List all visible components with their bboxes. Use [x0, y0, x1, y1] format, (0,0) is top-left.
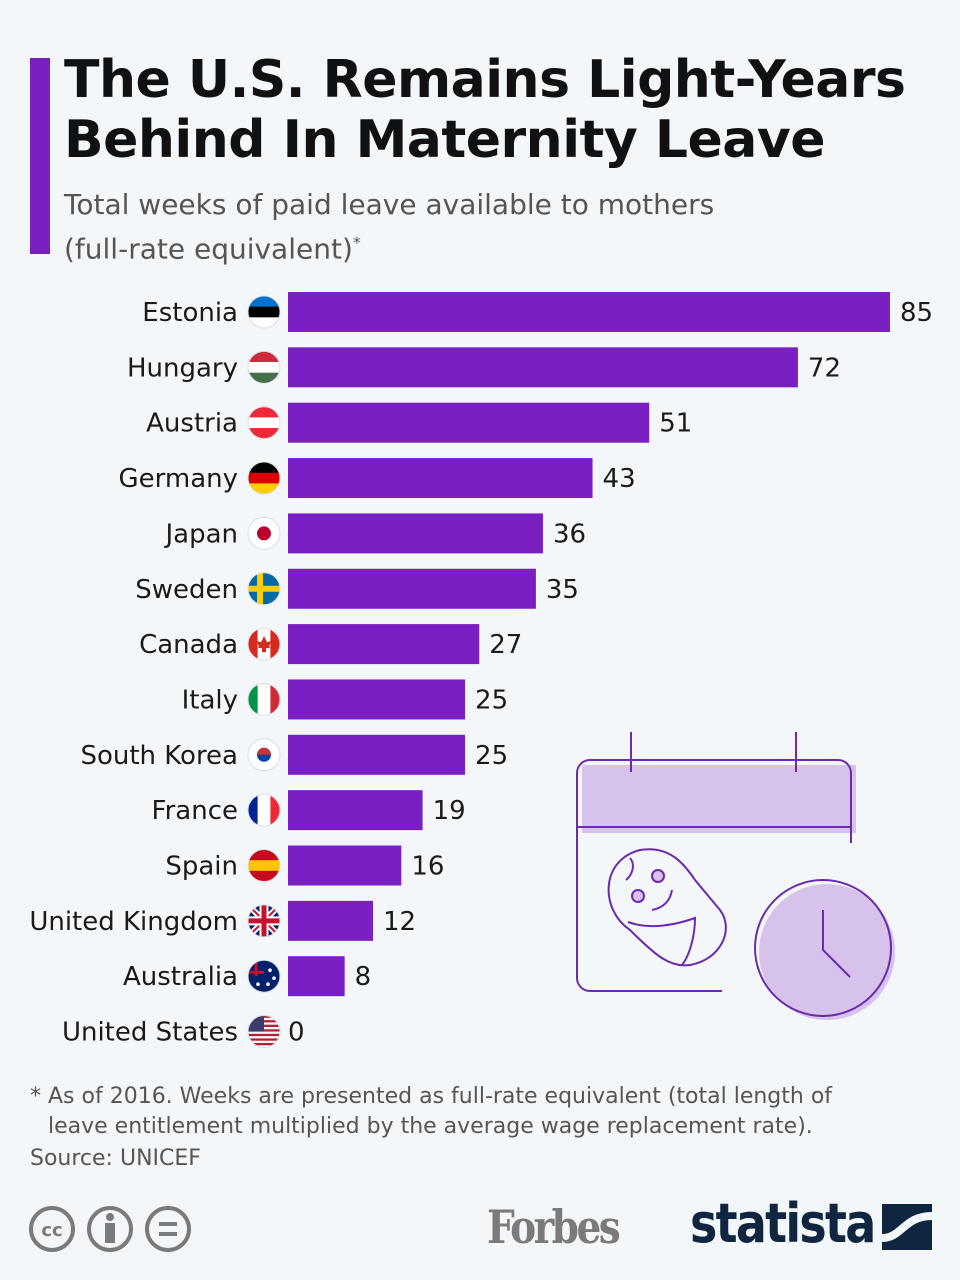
title-accent-bar	[30, 58, 50, 254]
page-title: The U.S. Remains Light-Years Behind In M…	[64, 50, 906, 170]
category-label: Austria	[146, 409, 238, 439]
statista-logo-icon	[882, 1204, 932, 1250]
germany-flag-icon	[247, 461, 281, 495]
bar	[288, 956, 345, 997]
category-label: France	[152, 796, 238, 826]
footnote-line-1: * As of 2016. Weeks are presented as ful…	[30, 1084, 833, 1109]
forbes-logo[interactable]: Forbes	[487, 1200, 621, 1254]
hungary-flag-icon	[247, 350, 281, 384]
subtitle: Total weeks of paid leave available to m…	[64, 186, 714, 268]
france-flag-icon	[247, 793, 281, 827]
value-label: 36	[553, 519, 586, 549]
category-label: United Kingdom	[29, 907, 238, 937]
bar	[288, 347, 798, 388]
value-label: 72	[808, 353, 841, 383]
footnote: * As of 2016. Weeks are presented as ful…	[30, 1082, 832, 1142]
category-label: South Korea	[80, 741, 238, 771]
us-flag-icon	[247, 1015, 281, 1049]
title-line-1: The U.S. Remains Light-Years	[64, 50, 906, 110]
category-label: Sweden	[135, 575, 238, 605]
bar-row: Sweden 35	[135, 568, 579, 609]
category-label: Australia	[123, 962, 238, 992]
value-label: 43	[603, 464, 636, 494]
value-label: 51	[659, 409, 692, 439]
category-label: Estonia	[142, 298, 238, 328]
source-text: Source: UNICEF	[30, 1146, 201, 1171]
bar	[288, 402, 650, 443]
bar	[288, 292, 890, 332]
australia-flag-icon	[247, 959, 281, 993]
italy-flag-icon	[247, 682, 281, 716]
austria-flag-icon	[247, 406, 281, 440]
value-label: 19	[433, 796, 466, 826]
value-label: 25	[475, 685, 508, 715]
value-label: 8	[355, 962, 372, 992]
statista-logo[interactable]: statista	[690, 1192, 876, 1255]
bar	[288, 513, 543, 554]
value-label: 25	[475, 741, 508, 771]
bar-chart: Estonia 85 Hungary 72 Austria 51 Germany 43 Japa…	[29, 292, 933, 1049]
bar	[288, 458, 593, 499]
value-label: 35	[546, 575, 579, 605]
bar-row: Austria 51	[146, 402, 692, 443]
category-label: Canada	[139, 630, 238, 660]
footnote-line-2: leave entitlement multiplied by the aver…	[48, 1114, 813, 1139]
canada-flag-icon	[247, 627, 281, 661]
bar-row: France 19	[152, 790, 466, 831]
svg-text:cc: cc	[41, 1220, 62, 1241]
spain-flag-icon	[247, 849, 281, 882]
category-label: Japan	[163, 519, 238, 549]
creative-commons-icons[interactable]: cc	[28, 1203, 198, 1255]
subtitle-line-1: Total weeks of paid leave available to m…	[64, 188, 715, 221]
uk-flag-icon	[247, 904, 281, 938]
calendar-baby-clock-illustration	[576, 732, 895, 1020]
bar-row: Italy 25	[182, 679, 508, 720]
value-label: 85	[900, 298, 933, 328]
south-korea-flag-icon	[247, 738, 281, 772]
value-label: 16	[411, 852, 444, 882]
cc-icon	[29, 1206, 75, 1252]
subtitle-line-2: (full-rate equivalent)	[64, 232, 353, 266]
value-label: 12	[383, 907, 416, 937]
bar	[288, 734, 466, 775]
bar-row: Canada 27	[139, 624, 522, 665]
bar	[288, 845, 402, 886]
category-label: Germany	[118, 464, 238, 494]
estonia-flag-icon	[247, 295, 281, 329]
bar	[288, 900, 373, 941]
japan-flag-icon	[247, 516, 281, 550]
bar-row: United States 0	[62, 1015, 305, 1049]
sweden-flag-icon	[247, 572, 281, 606]
bar-row: United Kingdom 12	[29, 900, 416, 941]
bar	[288, 624, 480, 665]
bar	[288, 679, 466, 720]
category-label: Spain	[165, 852, 238, 882]
bar-row: Estonia 85	[142, 292, 933, 332]
bar-row: South Korea 25	[80, 734, 508, 775]
category-label: United States	[62, 1018, 238, 1048]
footnote-mark: *	[352, 233, 361, 252]
category-label: Italy	[182, 685, 238, 715]
category-label: Hungary	[127, 353, 238, 383]
bar-row: Hungary 72	[127, 347, 841, 388]
bar	[288, 790, 423, 831]
value-label: 0	[288, 1018, 305, 1048]
attribution-icon	[87, 1206, 133, 1252]
bar	[288, 568, 536, 609]
bar-row: Spain 16	[165, 845, 444, 886]
value-label: 27	[489, 630, 522, 660]
title-line-2: Behind In Maternity Leave	[64, 110, 826, 170]
no-derivatives-icon	[145, 1206, 191, 1252]
bar-row: Australia 8	[123, 956, 372, 997]
bar-row: Japan 36	[163, 513, 586, 554]
bar-row: Germany 43	[118, 458, 636, 499]
